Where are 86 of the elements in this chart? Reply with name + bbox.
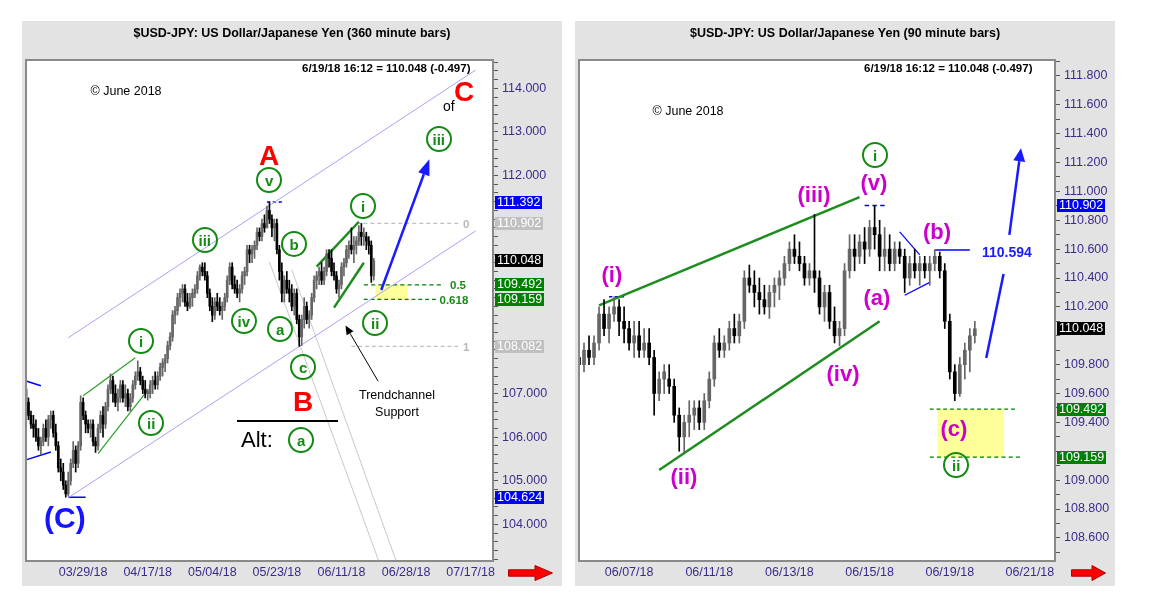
annotation: v — [265, 171, 274, 189]
x-tick-label: 06/13/18 — [765, 564, 814, 579]
y-tick-label: 111.600 — [1064, 97, 1108, 112]
x-tick-label: 06/21/18 — [1005, 564, 1055, 579]
y-tick-label: 110.800 — [1064, 212, 1109, 227]
annotation: 1 — [463, 341, 470, 353]
text: 109.492 — [495, 277, 545, 292]
annotation: (C) — [44, 501, 86, 535]
y-tick-label: 108.600 — [1064, 530, 1110, 545]
text: 110.902 — [495, 216, 544, 230]
annotation: © June 2018 — [652, 104, 724, 118]
annotation: a — [276, 320, 285, 338]
annotation: C — [454, 76, 475, 107]
annotation: A — [259, 140, 280, 172]
y-tick-label: 111.200 — [1064, 154, 1108, 169]
y-tick-label: 110.400 — [1064, 270, 1109, 285]
x-tick-label: 06/19/18 — [925, 564, 975, 579]
annotation: B — [293, 386, 314, 418]
y-tick-label: 112.000 — [502, 168, 547, 182]
chart-title: $USD-JPY: US Dollar/Japanese Yen (90 minute bars) — [690, 26, 1001, 40]
chart-subtitle: 6/19/18 16:12 = 110.048 (-0.497) — [864, 62, 1033, 74]
x-tick-label: 04/17/18 — [123, 564, 173, 579]
chart-subtitle: 6/19/18 16:12 = 110.048 (-0.497) — [302, 62, 471, 74]
annotation: 0.618 — [439, 294, 469, 306]
text: 109.159 — [495, 291, 545, 306]
x-tick-label: 05/23/18 — [252, 564, 302, 579]
x-tick-label: 06/11/18 — [317, 564, 366, 579]
text: 104.624 — [495, 489, 545, 504]
x-tick-label: 05/04/18 — [187, 564, 237, 579]
text: 110.048 — [1057, 321, 1106, 336]
annotation: Alt: — [241, 427, 273, 453]
annotation: iv — [237, 312, 251, 330]
x-tick-label: 06/07/18 — [604, 564, 654, 579]
annotation: (ii) — [670, 464, 698, 490]
annotation: ii — [147, 414, 156, 432]
x-tick-label: 07/17/18 — [446, 564, 496, 579]
y-tick-label: 107.000 — [502, 386, 548, 401]
annotation: i — [139, 332, 144, 350]
y-tick-label: 109.400 — [1064, 414, 1110, 429]
text: 110.048 — [495, 253, 544, 268]
x-tick-label: 06/11/18 — [685, 564, 734, 579]
annotation: (iii) — [797, 182, 831, 208]
annotation: i — [361, 197, 366, 215]
y-tick-label: 111.400 — [1064, 126, 1108, 141]
text: 109.492 — [1057, 401, 1107, 416]
annotation: a — [297, 431, 306, 449]
x-tick-label: 03/29/18 — [58, 564, 108, 579]
y-tick-label: 109.600 — [1064, 385, 1110, 400]
annotation: (i) — [601, 262, 623, 288]
annotation: i — [873, 146, 878, 164]
annotation: iii — [432, 130, 446, 148]
annotation: (a) — [863, 285, 891, 311]
annotation: ii — [371, 314, 380, 332]
y-tick-label: 113.000 — [502, 124, 547, 139]
y-tick-label: 109.000 — [1064, 472, 1110, 487]
y-tick-label: 106.000 — [502, 429, 548, 444]
text: 109.159 — [1057, 449, 1107, 464]
annotation: b — [289, 235, 299, 253]
y-tick-label: 114.000 — [502, 80, 547, 95]
annotation: (b) — [923, 219, 952, 245]
annotation: © June 2018 — [90, 84, 162, 98]
x-tick-label: 06/28/18 — [381, 564, 431, 579]
annotation: 110.594 — [982, 244, 1032, 260]
annotation: Trendchannel Support — [358, 387, 436, 421]
chart-title: $USD-JPY: US Dollar/Japanese Yen (360 minute bars) — [133, 26, 451, 40]
annotation: (c) — [940, 416, 968, 442]
y-tick-label: 110.200 — [1064, 299, 1109, 314]
y-tick-label: 109.800 — [1064, 357, 1110, 372]
annotation: c — [299, 358, 308, 376]
annotation: (v) — [860, 170, 888, 196]
y-tick-label: 110.600 — [1064, 241, 1109, 256]
text: 108.082 — [495, 338, 545, 353]
text: 110.902 — [1057, 198, 1106, 212]
y-tick-label: 111.800 — [1064, 68, 1108, 83]
annotation: 0 — [463, 218, 470, 230]
text: 111.392 — [495, 194, 543, 209]
x-tick-label: 06/15/18 — [845, 564, 894, 579]
y-tick-label: 104.000 — [502, 516, 548, 531]
y-tick-label: 108.800 — [1064, 501, 1110, 516]
y-tick-label: 111.000 — [1064, 183, 1108, 198]
annotation: iii — [198, 231, 212, 249]
annotation: of — [443, 98, 455, 114]
annotation: 0.5 — [450, 279, 466, 291]
annotation: (iv) — [826, 361, 860, 387]
annotation: ii — [952, 456, 961, 474]
y-tick-label: 105.000 — [502, 473, 548, 488]
